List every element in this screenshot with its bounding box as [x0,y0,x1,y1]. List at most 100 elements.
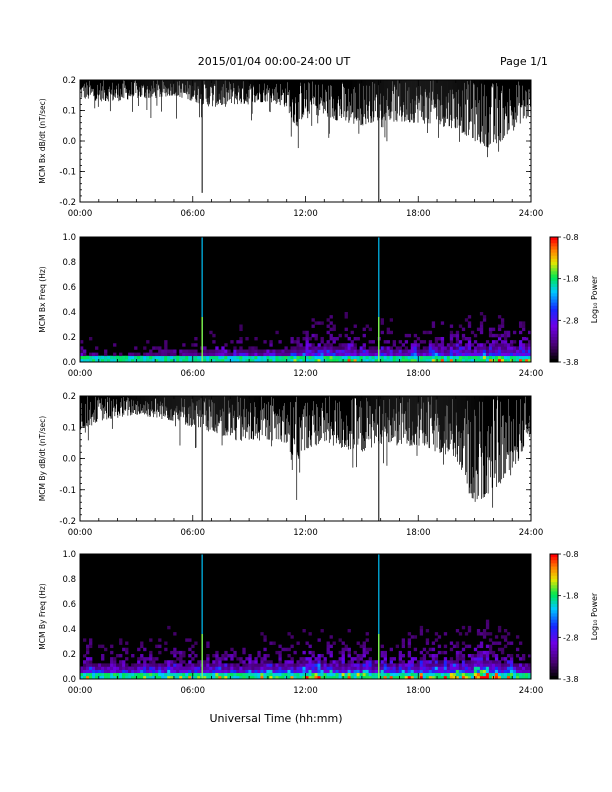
spectrogram-cell [455,358,460,363]
spectrogram-cell [446,663,451,667]
spectrogram-cell [215,657,219,661]
spectrogram-cell [491,650,496,655]
spectrogram-cell [122,669,126,674]
spectrogram-cell [278,672,282,677]
spectrogram-cell [404,663,409,667]
spectrogram-cell [458,355,463,360]
spectrogram-cell [497,333,502,338]
spectrogram-cell [449,647,454,652]
spectrogram-cell [308,349,312,353]
spectrogram-cell [314,666,318,670]
spectrogram-cell [212,358,216,363]
spectrogram-cell [503,660,508,664]
spectrogram-cell [323,346,327,350]
spectrogram-cell [236,340,240,344]
spectrogram-cell [284,352,288,357]
spectrogram-cell [260,669,264,674]
spectrogram-cell [407,358,412,363]
spectrogram-cell [101,672,105,677]
spectrogram-cell [449,349,454,353]
spectrogram-cell [302,666,306,670]
spectrogram-cell [347,355,351,360]
spectrogram-cell [293,352,297,357]
spectrogram-cell [83,672,87,677]
spectrogram-cell [479,349,484,353]
spectrogram-cell [467,663,472,667]
spectrogram-cell [164,352,168,357]
spectrogram-cell [473,647,478,652]
x-tick-label: 06:00 [181,686,206,696]
spectrogram-cell [461,647,466,652]
spectrogram-cell [347,343,351,347]
spectrogram-cell [95,669,99,674]
spectrogram-cell [326,650,330,655]
spectrogram-cell [236,358,240,363]
spectrogram-cell [248,663,252,667]
spectrogram-cell [362,352,366,357]
spectrogram-cell [500,352,505,357]
spectrogram-cell [296,343,300,347]
colorbar-step [550,660,558,664]
spectrogram-cell [488,672,493,677]
spectrogram-cell [155,663,159,667]
spectrogram-cell [239,352,243,357]
spectrogram-cell [167,663,171,667]
spectrogram-cell [503,666,508,670]
spectrogram-cell [257,358,261,363]
spectrogram-cell [518,330,523,335]
spectrogram-cell [383,657,387,661]
spectrogram-cell [473,346,478,350]
spectrogram-cell [320,352,324,357]
spectrogram-cell [458,346,463,350]
colorbar-frame [549,553,559,680]
spectrogram-cell [293,355,297,360]
spectrogram-cell [107,355,111,360]
spectrogram-cell [95,352,99,357]
spectrogram-cell [341,641,345,645]
spectrogram-cell [341,343,345,347]
x-tick-label: 06:00 [181,369,206,379]
spectrogram-cell [320,340,324,344]
spectrogram-cell [101,663,105,667]
spectrogram-cell [107,358,111,363]
spectrogram-cell [431,663,436,667]
spectrogram-cell [473,352,478,357]
spectrogram-cell [428,669,433,674]
spectrogram-cell [449,675,454,680]
spectrogram-cell [338,638,342,642]
spectrogram-cell [494,635,499,639]
colorbar-step [550,340,558,344]
spectrogram-cell [389,352,393,357]
spectrogram-cell [482,675,487,680]
spectrogram-cell [224,654,228,658]
spectrogram-cell [149,666,153,670]
spectrogram-cell [488,352,493,357]
spectrogram-cell [251,663,255,667]
spectrogram-cell [359,644,363,649]
spectrogram-cell [287,632,291,636]
spectrogram-cell [467,324,472,328]
spectrogram-cell [359,672,363,677]
spectrogram-cell [461,352,466,357]
spectrogram-cell [329,349,333,353]
spectrogram-cell [449,333,454,338]
spectrogram-cell [221,666,225,670]
spectrogram-cell [152,663,156,667]
spectrogram-cell [122,663,126,667]
spectrogram-cell [314,672,318,677]
spectrogram-cell [479,669,484,674]
spectrogram-cell [359,654,363,658]
spectrogram-cell [188,638,192,642]
spectrogram-cell [518,675,523,680]
spectrogram-cell [374,352,378,357]
spectrogram-cell [434,666,439,670]
spectrogram-cell [212,675,216,680]
spectrogram-cell [188,660,192,664]
spectrogram-cell [383,650,387,655]
spectrogram-cell [203,663,207,667]
spectrogram-cell [122,647,126,652]
spectrogram-cell [422,672,427,677]
spectrogram-cell [479,632,484,636]
spectrogram-cell [332,327,336,332]
spectrogram-cell [380,650,384,655]
